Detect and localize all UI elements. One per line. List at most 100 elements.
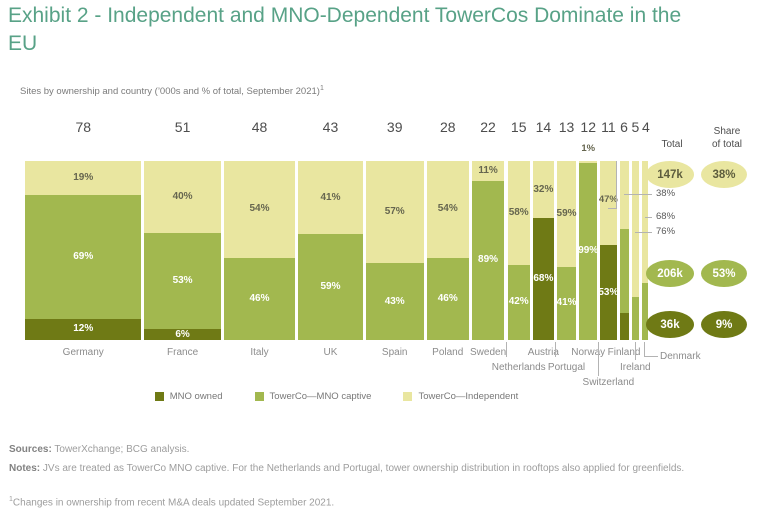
segment-captive-Poland: 46% [426,257,469,340]
segment-independent-Germany: 19% [25,161,142,195]
segment-label: 53% [172,275,193,287]
notes-text: JVs are treated as TowerCo MNO captive. … [40,463,685,474]
sources-label: Sources: [9,444,52,455]
segment-captive-Denmark [642,282,648,340]
segment-captive-Ireland [631,297,639,340]
total-oval-captive: 206k [646,260,694,287]
segment-independent-Ireland [631,161,639,298]
segment-independent-Sweden: 11% [471,161,505,181]
bar-value-Austria: 14 [535,119,552,135]
segment-label: 41% [556,297,577,309]
leader-label-Switzerland: 47% [598,194,618,205]
legend-label-towerco-captive: TowerCo—MNO captive [269,391,372,402]
segment-independent-Austria: 32% [532,161,554,219]
axis-label-Spain: Spain [381,347,408,358]
segment-captive-Norway: 99% [578,162,599,340]
segment-label: 19% [73,172,94,183]
segment-independent-Italy: 54% [223,161,296,258]
segment-independent-UK: 41% [298,161,363,235]
sources-text: TowerXchange; BCG analysis. [51,444,190,455]
callout-line-Denmark [645,217,652,218]
segment-independent-Portugal: 59% [556,161,577,267]
bar-Poland: 54% 46% [426,161,469,340]
segment-label: 57% [384,206,405,217]
axis-label-Austria: Austria [527,347,559,358]
leader-line-Switzerland [598,342,600,376]
segment-label: 46% [437,292,458,304]
axis-label-Ireland: Ireland [619,362,651,373]
axis-label-Netherlands: Netherlands [491,362,546,373]
segment-captive-Germany: 69% [25,195,142,319]
bar-Ireland [631,161,639,340]
leader-line-Netherlands [505,342,507,357]
notes-line: Notes: JVs are treated as TowerCo MNO ca… [9,463,757,476]
segment-label: 68% [533,273,554,285]
bar-value-Ireland: 5 [631,119,640,135]
notes-label: Notes: [9,463,41,474]
bar-Sweden: 11% 89% [471,161,505,340]
segment-label: 46% [249,292,270,304]
bar-Netherlands: 58% 42% [507,161,530,340]
segment-captive-Portugal: 41% [556,266,577,340]
axis-label-Poland: Poland [432,347,464,358]
segment-label: 99% [578,245,599,257]
callout-line-Finland [624,194,652,195]
segment-label: 59% [556,207,577,219]
segment-label: 54% [437,203,458,215]
bar-Italy: 54% 46% [223,161,296,340]
above-bar-label-Norway: 1% [581,143,596,154]
segment-independent-Switzerland [600,161,617,246]
legend-swatch-towerco-independent [403,392,413,401]
leader-line-Portugal [554,342,556,357]
bar-Finland [619,161,629,340]
segment-label: 32% [533,183,554,195]
bar-value-UK: 43 [322,119,339,135]
footnote-line: 1Changes in ownership from recent M&A de… [9,494,334,510]
segment-captive-Spain: 43% [365,263,424,340]
share-header-line1: Share [713,126,741,137]
bar-Portugal: 59% 41% [556,161,577,340]
segment-owned-Germany: 12% [25,318,142,340]
callout-label-Ireland: 76% [656,226,676,237]
segment-owned-Switzerland: 53% [598,245,619,340]
sources-line: Sources: TowerXchange; BCG analysis. [9,444,189,457]
bar-UK: 41% 59% [298,161,363,340]
bar-value-Portugal: 13 [558,119,575,135]
share-oval-owned: 9% [701,311,747,338]
total-oval-independent: 147k [646,161,694,188]
axis-label-Germany: Germany [62,347,104,358]
segment-label: 89% [478,254,499,266]
segment-label: 69% [73,250,94,262]
axis-label-Denmark: Denmark [660,351,701,362]
segment-independent-Finland [619,161,629,230]
legend-swatch-mno-owned [154,392,164,401]
segment-label: 6% [175,328,190,340]
bar-Austria: 32% 68% [532,161,554,340]
callout-label-Denmark: 68% [656,211,676,222]
segment-label: 54% [249,203,270,215]
legend-item-mno-owned: MNO owned [154,391,223,402]
bar-value-Netherlands: 15 [510,119,527,135]
bar-value-Italy: 48 [251,119,268,135]
legend-item-towerco-captive: TowerCo—MNO captive [254,391,372,402]
segment-captive-Netherlands: 42% [507,264,530,340]
footnote-text: Changes in ownership from recent M&A dea… [12,497,335,509]
footnote-sup: 1 [9,496,13,503]
chart-subtitle-text: Sites by ownership and country (’000s an… [20,86,320,98]
bar-Spain: 57% 43% [365,161,424,340]
exhibit-title: Exhibit 2 - Independent and MNO-Dependen… [8,4,682,55]
callout-line-Ireland [635,232,652,233]
segment-label: 53% [598,286,619,298]
axis-label-Portugal: Portugal [547,362,586,373]
bar-value-Spain: 39 [386,119,403,135]
segment-label: 12% [73,323,94,335]
legend-label-mno-owned: MNO owned [169,391,223,402]
segment-captive-Italy: 46% [223,257,296,340]
segment-independent-Poland: 54% [426,161,469,258]
bar-value-Norway: 12 [580,119,596,135]
bar-Denmark [642,161,648,340]
callout-label-Finland: 38% [656,188,676,199]
bar-France: 40% 53% 6% [144,161,221,340]
segment-label: 41% [320,191,341,203]
segment-captive-Sweden: 89% [471,180,505,340]
